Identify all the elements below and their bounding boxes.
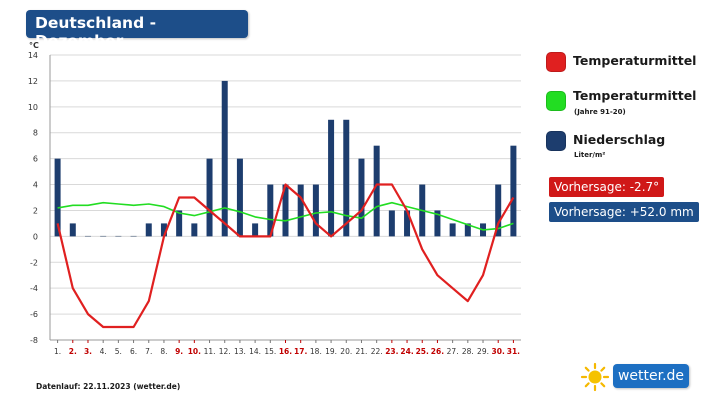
chart-title-box: Deutschland - Dezember bbox=[26, 10, 248, 50]
precip-bar bbox=[373, 145, 380, 237]
x-tick-label: 18. bbox=[310, 347, 322, 356]
precip-bar bbox=[221, 80, 228, 237]
x-tick-label: 28. bbox=[462, 347, 474, 356]
x-tick-label: 17. bbox=[294, 347, 307, 356]
precip-bar bbox=[464, 223, 471, 237]
y-tick-label: 2 bbox=[33, 206, 38, 215]
x-tick-label: 2. bbox=[69, 347, 77, 356]
sun-icon bbox=[580, 362, 610, 392]
precip-bar bbox=[510, 145, 517, 237]
y-tick-label: -8 bbox=[30, 336, 38, 345]
precip-bar bbox=[297, 184, 304, 237]
y-tick-label: -4 bbox=[30, 284, 38, 293]
precip-bar bbox=[236, 158, 243, 237]
forecast-temp-badge: Vorhersage: -2.7° bbox=[549, 177, 665, 197]
legend-clim-label: Temperaturmittel bbox=[573, 88, 697, 103]
precip-bar bbox=[388, 210, 395, 237]
precip-bar bbox=[160, 223, 167, 237]
y-tick-label: -6 bbox=[30, 310, 38, 319]
y-tick-label: 4 bbox=[33, 181, 38, 190]
precip-bar bbox=[282, 184, 289, 237]
y-axis-unit-label: °C bbox=[29, 41, 39, 50]
precip-bar bbox=[449, 223, 456, 237]
x-tick-label: 12. bbox=[219, 347, 231, 356]
temperature-line bbox=[56, 183, 515, 329]
legend-clim-swatch bbox=[546, 91, 566, 111]
x-tick-label: 31. bbox=[507, 347, 520, 356]
footnote: Datenlauf: 22.11.2023 (wetter.de) bbox=[36, 382, 181, 391]
x-tick-label: 16. bbox=[279, 347, 292, 356]
y-tick-label: 0 bbox=[33, 232, 38, 241]
x-tick-label: 24. bbox=[400, 347, 413, 356]
x-tick-label: 9. bbox=[175, 347, 183, 356]
precip-bar bbox=[312, 184, 319, 237]
x-tick-label: 25. bbox=[416, 347, 429, 356]
x-tick-label: 3. bbox=[84, 347, 92, 356]
y-tick-label: 10 bbox=[28, 103, 38, 112]
x-tick-label: 22. bbox=[371, 347, 383, 356]
x-tick-label: 27. bbox=[447, 347, 459, 356]
precip-bar bbox=[206, 158, 213, 237]
x-tick-label: 7. bbox=[145, 347, 152, 356]
precip-bar bbox=[495, 184, 502, 237]
y-tick-label: 6 bbox=[33, 155, 38, 164]
legend-clim-sub: (Jahre 91-20) bbox=[574, 108, 626, 116]
x-tick-label: 29. bbox=[477, 347, 489, 356]
legend-precip-label: Niederschlag bbox=[573, 132, 666, 147]
legend-precip-swatch bbox=[546, 131, 566, 151]
precip-bar bbox=[267, 184, 274, 237]
precip-bar bbox=[176, 210, 183, 237]
precip-bar bbox=[328, 119, 335, 237]
y-tick-label: 14 bbox=[28, 51, 38, 60]
legend-temp-swatch bbox=[546, 52, 566, 72]
precip-bar bbox=[145, 223, 152, 237]
x-tick-label: 15. bbox=[264, 347, 276, 356]
precip-bar bbox=[54, 158, 61, 237]
y-tick-label: 12 bbox=[28, 77, 38, 86]
x-tick-label: 13. bbox=[234, 347, 246, 356]
precip-bar bbox=[191, 223, 198, 237]
x-tick-label: 6. bbox=[130, 347, 137, 356]
x-tick-label: 8. bbox=[160, 347, 167, 356]
precip-bar bbox=[358, 158, 365, 237]
x-tick-label: 14. bbox=[249, 347, 261, 356]
brand-logo: wetter.de bbox=[613, 364, 689, 388]
legend-precip-sub: Liter/m² bbox=[574, 151, 606, 159]
x-tick-label: 11. bbox=[204, 347, 216, 356]
x-tick-label: 5. bbox=[115, 347, 122, 356]
x-tick-label: 20. bbox=[340, 347, 352, 356]
precip-bar bbox=[343, 119, 350, 237]
x-tick-label: 19. bbox=[325, 347, 337, 356]
y-tick-label: -2 bbox=[30, 258, 38, 267]
climatology-line bbox=[57, 201, 514, 231]
precip-bar bbox=[404, 210, 411, 237]
x-tick-label: 1. bbox=[54, 347, 61, 356]
chart-title: Deutschland - Dezember bbox=[35, 14, 157, 50]
y-tick-label: 8 bbox=[33, 129, 38, 138]
legend-temp-label: Temperaturmittel bbox=[573, 53, 697, 68]
x-tick-label: 23. bbox=[385, 347, 398, 356]
x-tick-label: 26. bbox=[431, 347, 444, 356]
x-tick-label: 4. bbox=[100, 347, 107, 356]
x-tick-label: 21. bbox=[355, 347, 367, 356]
forecast-precip-badge: Vorhersage: +52.0 mm bbox=[549, 202, 699, 222]
x-tick-label: 30. bbox=[492, 347, 505, 356]
precip-bar bbox=[252, 223, 259, 237]
precip-bar bbox=[434, 210, 441, 237]
precip-bar bbox=[69, 223, 76, 237]
x-tick-label: 10. bbox=[188, 347, 201, 356]
